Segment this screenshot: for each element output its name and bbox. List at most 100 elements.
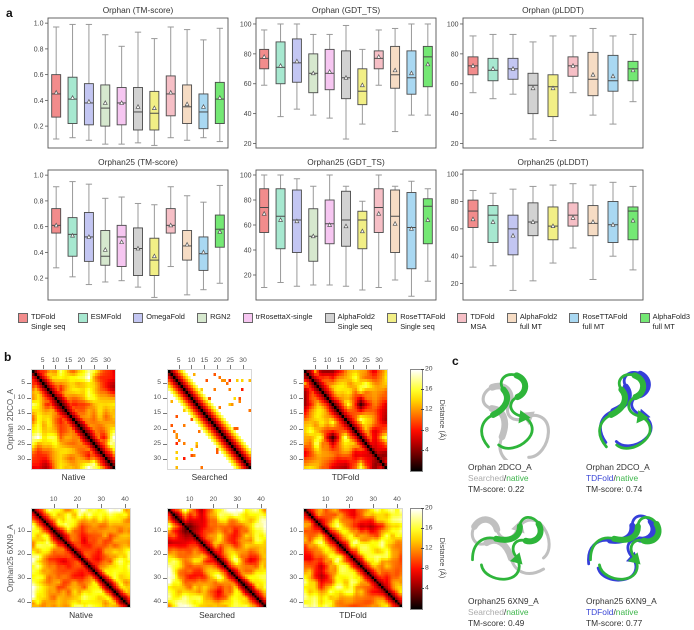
legend-swatch bbox=[506, 313, 517, 323]
axis-tick: 15 bbox=[200, 357, 209, 364]
svg-text:60: 60 bbox=[451, 226, 459, 233]
axis-tick: 40 bbox=[257, 496, 265, 503]
legend-swatch bbox=[457, 313, 468, 323]
axis-tick: 20 bbox=[349, 357, 357, 364]
axis-tick: 20 bbox=[289, 424, 297, 432]
boxplot-orphan-gdt-ts: Orphan (GDT_TS) 20 40 60 80 100 bbox=[240, 5, 437, 149]
legend-item: ESMFold bbox=[77, 312, 122, 331]
heatmap-canvas bbox=[303, 508, 403, 608]
svg-text:40: 40 bbox=[244, 247, 252, 254]
axis-tick: 20 bbox=[77, 357, 85, 364]
svg-text:Orphan (GDT_TS): Orphan (GDT_TS) bbox=[312, 5, 380, 15]
axis-tick: 10 bbox=[51, 357, 60, 364]
axis-tick: 40 bbox=[393, 496, 401, 503]
svg-text:80: 80 bbox=[244, 51, 252, 58]
svg-text:20: 20 bbox=[244, 141, 252, 148]
legend-label: AlphaFold3 bbox=[652, 312, 690, 321]
axis-tick: 30 bbox=[239, 357, 247, 364]
svg-text:60: 60 bbox=[244, 81, 252, 88]
svg-text:80: 80 bbox=[451, 51, 459, 58]
axis-tick: 5 bbox=[21, 378, 25, 386]
colorbar-tick: 12 bbox=[425, 405, 433, 413]
axis-tick: 15 bbox=[64, 357, 73, 364]
svg-text:0.8: 0.8 bbox=[34, 46, 44, 53]
axis-tick: 20 bbox=[153, 550, 161, 558]
axis-tick: 30 bbox=[153, 574, 161, 582]
svg-text:20: 20 bbox=[451, 141, 459, 148]
structure-caption: Orphan25 6XN9_A TDFold/native TM-score: … bbox=[586, 596, 694, 629]
structure-name: Orphan 2DCO_A bbox=[586, 462, 650, 472]
legend-swatch bbox=[639, 313, 650, 323]
axis-tick: 10 bbox=[49, 496, 58, 503]
axis-tick: 10 bbox=[187, 357, 196, 364]
structure-caption: Orphan 2DCO_A TDFold/native TM-score: 0.… bbox=[586, 462, 694, 495]
colorbar-gradient bbox=[410, 369, 423, 472]
axis-tick: 30 bbox=[375, 357, 383, 364]
axis-tick: 20 bbox=[213, 357, 221, 364]
axis-tick: 20 bbox=[73, 496, 82, 503]
axis-tick: 10 bbox=[321, 496, 330, 503]
axis-tick: 30 bbox=[369, 496, 378, 503]
svg-text:100: 100 bbox=[240, 172, 252, 179]
axis-tick: 30 bbox=[289, 574, 297, 582]
svg-text:0.2: 0.2 bbox=[34, 276, 44, 283]
axis-tick: 15 bbox=[289, 409, 297, 417]
legend-item: AlphaFold2 full MT bbox=[506, 312, 557, 331]
heatmap-caption: TDFold bbox=[339, 610, 367, 620]
heatmap-caption: Searched bbox=[191, 472, 228, 482]
axis-tick: 5 bbox=[312, 357, 317, 364]
axis-tick: 40 bbox=[121, 496, 129, 503]
legend-label: trRosettaX-single bbox=[255, 312, 313, 321]
legend-item: TDFold MSA bbox=[457, 312, 495, 331]
axis-tick: 25 bbox=[90, 357, 98, 364]
row-label-orphan25-6xn9: Orphan25 6XN9_A bbox=[6, 524, 15, 592]
colorbar-tick: 20 bbox=[425, 365, 433, 373]
structure-name: Orphan 2DCO_A bbox=[468, 462, 532, 472]
legend-swatch bbox=[133, 313, 144, 323]
heatmap-canvas bbox=[167, 369, 252, 470]
legend-label: TDFold bbox=[470, 312, 495, 321]
axis-tick: 30 bbox=[103, 357, 111, 364]
legend-label: TDFold bbox=[31, 312, 56, 321]
heatmap-caption: Native bbox=[69, 610, 93, 620]
axis-tick: 10 bbox=[153, 394, 161, 402]
axis-tick: 20 bbox=[153, 424, 161, 432]
axis-tick: 20 bbox=[17, 550, 25, 558]
boxplot-orphan-plddt: Orphan (pLDDT) 20 40 60 80 100 bbox=[447, 5, 644, 149]
legend-label: AlphaFold2 bbox=[337, 312, 376, 321]
axis-tick: 25 bbox=[362, 357, 370, 364]
legend-item: trRosettaX-single bbox=[242, 312, 313, 331]
legend-swatch bbox=[18, 313, 28, 323]
legend-label: ESMFold bbox=[90, 312, 122, 321]
axis-tick: 30 bbox=[17, 574, 25, 582]
heatmap-6xn9-searched: Searched 10 10 20 20 30 30 40 40 bbox=[153, 496, 267, 620]
legend-item: OmegaFold bbox=[133, 312, 185, 331]
legend-swatch bbox=[242, 313, 253, 323]
axis-tick: 5 bbox=[293, 378, 297, 386]
heatmap-canvas bbox=[31, 508, 131, 608]
svg-text:0.4: 0.4 bbox=[34, 98, 44, 105]
axis-tick: 10 bbox=[17, 394, 25, 402]
colorbar-gradient bbox=[410, 508, 423, 610]
axis-tick: 15 bbox=[17, 409, 25, 417]
axis-tick: 40 bbox=[153, 598, 161, 606]
colorbar-tick: 12 bbox=[425, 544, 433, 552]
axis-tick: 25 bbox=[226, 357, 234, 364]
axis-tick: 25 bbox=[17, 440, 25, 448]
legend-item: AlphaFold3 full MT bbox=[639, 312, 690, 331]
svg-text:Orphan (TM-score): Orphan (TM-score) bbox=[103, 5, 174, 15]
heatmap-canvas bbox=[31, 369, 116, 470]
heatmap-2dco-native: Native 5 5 10 10 15 15 20 20 25 25 30 30 bbox=[17, 357, 116, 482]
svg-text:40: 40 bbox=[451, 254, 459, 261]
boxplot-orphan25-plddt: Orphan25 (pLDDT) 20 40 60 80 100 bbox=[447, 157, 644, 301]
colorbar-tick: 16 bbox=[425, 524, 433, 532]
axis-tick: 30 bbox=[233, 496, 242, 503]
panel-a-label: a bbox=[6, 6, 13, 20]
svg-text:100: 100 bbox=[240, 21, 252, 28]
svg-text:80: 80 bbox=[451, 199, 459, 206]
axis-tick: 15 bbox=[336, 357, 345, 364]
svg-text:100: 100 bbox=[447, 172, 459, 179]
svg-text:20: 20 bbox=[244, 272, 252, 279]
svg-text:Orphan25 (TM-score): Orphan25 (TM-score) bbox=[98, 157, 178, 167]
